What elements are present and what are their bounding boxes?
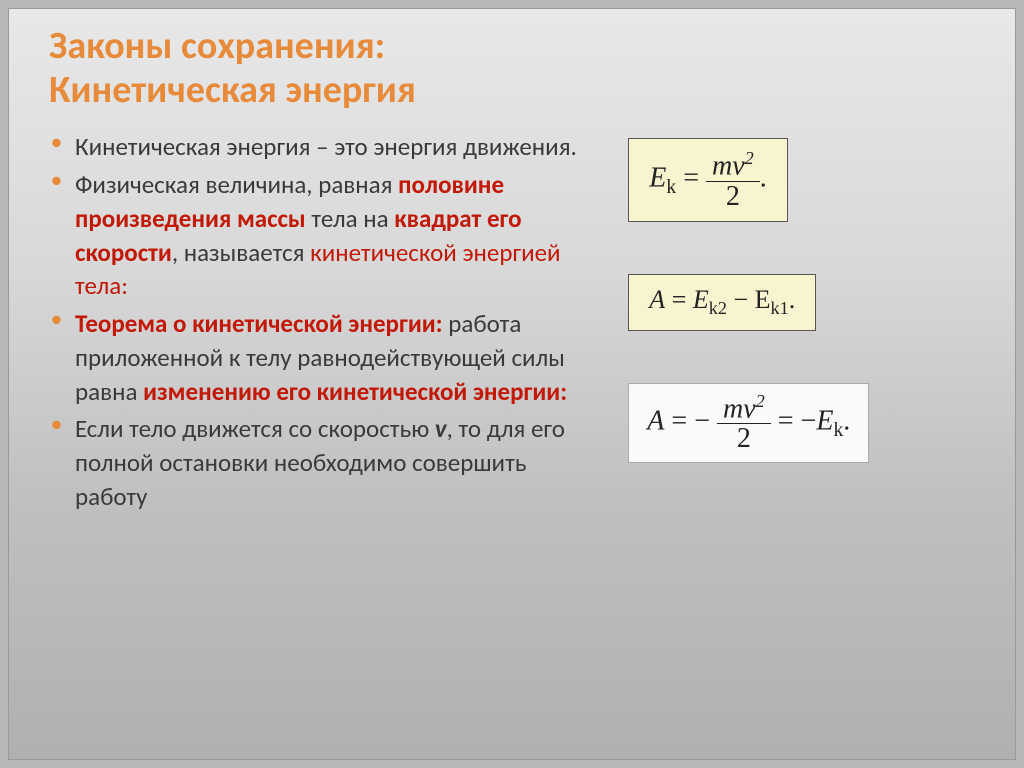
- f3-exp: 2: [756, 391, 765, 411]
- f2-E2: E: [755, 285, 771, 314]
- bullet-item-1: Кинетическая энергия – это энергия движе…: [49, 130, 588, 164]
- formula-work-theorem: A = Ek2 − Ek1.: [628, 274, 816, 330]
- bullet-item-2: Физическая величина, равная половине про…: [49, 168, 588, 303]
- f1-dot: .: [760, 163, 767, 194]
- f1-equals: =: [683, 163, 706, 194]
- slide: Законы сохранения: Кинетическая энергия …: [8, 8, 1016, 760]
- b4-text-1: Если тело движется со скоростью: [75, 413, 435, 444]
- f1-E: E: [649, 163, 666, 194]
- formula-kinetic-energy: Ek = mv2 2 .: [628, 138, 787, 222]
- content-area: Кинетическая энергия – это энергия движе…: [49, 130, 975, 739]
- bullet-item-3: Теорема о кинетической энергии: работа п…: [49, 307, 588, 408]
- b2-text-1: Физическая величина, равная: [75, 169, 398, 200]
- f2-E1: E: [693, 285, 709, 314]
- bullet-list: Кинетическая энергия – это энергия движе…: [49, 130, 588, 513]
- title-line-2: Кинетическая энергия: [49, 67, 416, 113]
- formula-stopping-work: A = − mv2 2 = −Ek.: [628, 383, 869, 463]
- f1-denominator: 2: [706, 182, 760, 211]
- f3-v: v: [743, 393, 755, 424]
- b2-colon: :: [121, 270, 128, 301]
- f3-denominator: 2: [717, 424, 771, 453]
- f2-dot: .: [789, 285, 796, 314]
- f2-minus: −: [727, 285, 755, 314]
- f3-k: k: [833, 420, 843, 441]
- slide-title: Законы сохранения: Кинетическая энергия: [49, 25, 975, 112]
- b3-red-1: Теорема о кинетической энергии:: [75, 308, 448, 339]
- f3-m: m: [723, 393, 743, 424]
- f1-fraction: mv2 2: [706, 149, 760, 211]
- f3-numerator: mv2: [717, 392, 771, 425]
- formulas-column: Ek = mv2 2 . A = Ek2 − Ek1. A = − mv2 2 …: [628, 130, 975, 739]
- f1-numerator: mv2: [706, 149, 760, 182]
- bullet-item-4: Если тело движется со скоростью v, то дл…: [49, 412, 588, 513]
- f3-A: A: [647, 405, 664, 436]
- b4-var-v: v: [435, 413, 447, 444]
- f3-eq2: = −: [778, 405, 817, 436]
- f3-eq1: = −: [664, 405, 710, 436]
- bullet-1-text: Кинетическая энергия – это энергия движе…: [75, 131, 577, 162]
- bullet-list-container: Кинетическая энергия – это энергия движе…: [49, 130, 588, 739]
- f3-dot: .: [843, 405, 850, 436]
- f1-k: k: [666, 177, 676, 198]
- f3-E: E: [816, 405, 833, 436]
- f2-eq: =: [665, 285, 693, 314]
- f1-m: m: [712, 151, 732, 182]
- f3-fraction: mv2 2: [717, 392, 771, 454]
- b3-red-2: изменению его кинетической энергии:: [143, 376, 567, 407]
- f2-k1: k1: [771, 299, 789, 319]
- b2-text-3: , называется: [172, 237, 310, 268]
- f1-exp: 2: [745, 148, 754, 168]
- f2-A: A: [649, 285, 665, 314]
- f2-k2: k2: [709, 299, 727, 319]
- b2-text-2: тела на: [306, 203, 395, 234]
- title-line-1: Законы сохранения:: [49, 23, 385, 69]
- f1-v: v: [732, 151, 744, 182]
